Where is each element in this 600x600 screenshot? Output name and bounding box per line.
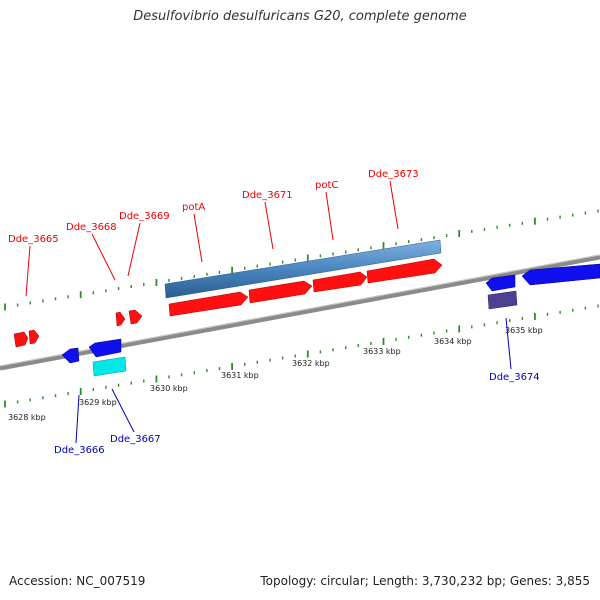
gene-label-dde3667[interactable]: Dde_3667 [110, 434, 161, 445]
leader-potC [325, 191, 334, 241]
kbp-label-3629: 3629 kbp [79, 398, 117, 407]
upper-tick-lane [4, 209, 599, 311]
accession-text: Accession: NC_007519 [9, 574, 146, 588]
gene-label-dde3674[interactable]: Dde_3674 [489, 372, 540, 383]
gene-label-potC[interactable]: potC [315, 180, 338, 191]
gene-arrow-dde3669[interactable] [128, 309, 143, 325]
kbp-axis-labels: 3628 kbp 3629 kbp 3630 kbp 3631 kbp 3632… [8, 326, 543, 422]
leader-dde3667 [111, 388, 135, 433]
kbp-label-3631: 3631 kbp [221, 371, 259, 380]
forward-gene-labels: Dde_3665 Dde_3668 Dde_3669 potA Dde_3671… [8, 169, 419, 297]
gene-arrow-dde3668[interactable] [115, 311, 126, 327]
leader-dde3674 [505, 317, 512, 370]
leader-dde3665 [25, 245, 31, 297]
gene-label-dde3665[interactable]: Dde_3665 [8, 234, 59, 245]
kbp-label-3634: 3634 kbp [434, 337, 472, 346]
genome-summary-text: Topology: circular; Length: 3,730,232 bp… [260, 574, 590, 588]
gene-arrow-right-edge[interactable] [521, 263, 600, 286]
gene-purple-dde3674[interactable] [487, 290, 518, 310]
map-title: Desulfovibrio desulfuricans G20, complet… [133, 9, 467, 24]
gene-arrow-dde3665b[interactable] [28, 329, 40, 345]
gene-arrow-dde3673[interactable] [366, 258, 443, 284]
kbp-label-3633: 3633 kbp [363, 347, 401, 356]
kbp-label-3630: 3630 kbp [150, 384, 188, 393]
gene-arrow-dde3666[interactable] [61, 347, 80, 364]
gene-label-dde3666[interactable]: Dde_3666 [54, 445, 105, 456]
leader-dde3669 [127, 222, 141, 277]
gene-arrow-dde3665a[interactable] [13, 331, 29, 348]
gene-cyan-dde3667[interactable] [92, 356, 127, 377]
gene-label-potA[interactable]: potA [182, 202, 205, 213]
gene-label-dde3668[interactable]: Dde_3668 [66, 222, 117, 233]
gene-label-dde3673[interactable]: Dde_3673 [368, 169, 419, 180]
gene-arrow-potA[interactable] [168, 291, 249, 317]
gene-label-dde3671[interactable]: Dde_3671 [242, 190, 293, 201]
kbp-label-3628: 3628 kbp [8, 413, 46, 422]
lower-tick-lane [4, 304, 599, 408]
leader-potA [193, 213, 203, 263]
gene-arrow-potC[interactable] [312, 271, 368, 293]
operon-bar[interactable] [164, 239, 442, 299]
reverse-gene-labels: Dde_3666 Dde_3667 Dde_3674 [54, 317, 540, 456]
gene-arrow-dde3674[interactable] [485, 274, 516, 292]
kbp-label-3635: 3635 kbp [505, 326, 543, 335]
reverse-genes [61, 263, 600, 377]
gene-arrow-dde3671[interactable] [248, 280, 313, 304]
leader-dde3671 [264, 201, 274, 250]
forward-genes [13, 258, 443, 348]
gene-label-dde3669[interactable]: Dde_3669 [119, 211, 170, 222]
leader-dde3673 [389, 180, 399, 230]
gene-arrow-dde3667-blue[interactable] [88, 338, 122, 358]
leader-dde3666 [75, 394, 80, 444]
kbp-label-3632: 3632 kbp [292, 359, 330, 368]
leader-dde3668 [91, 233, 116, 281]
